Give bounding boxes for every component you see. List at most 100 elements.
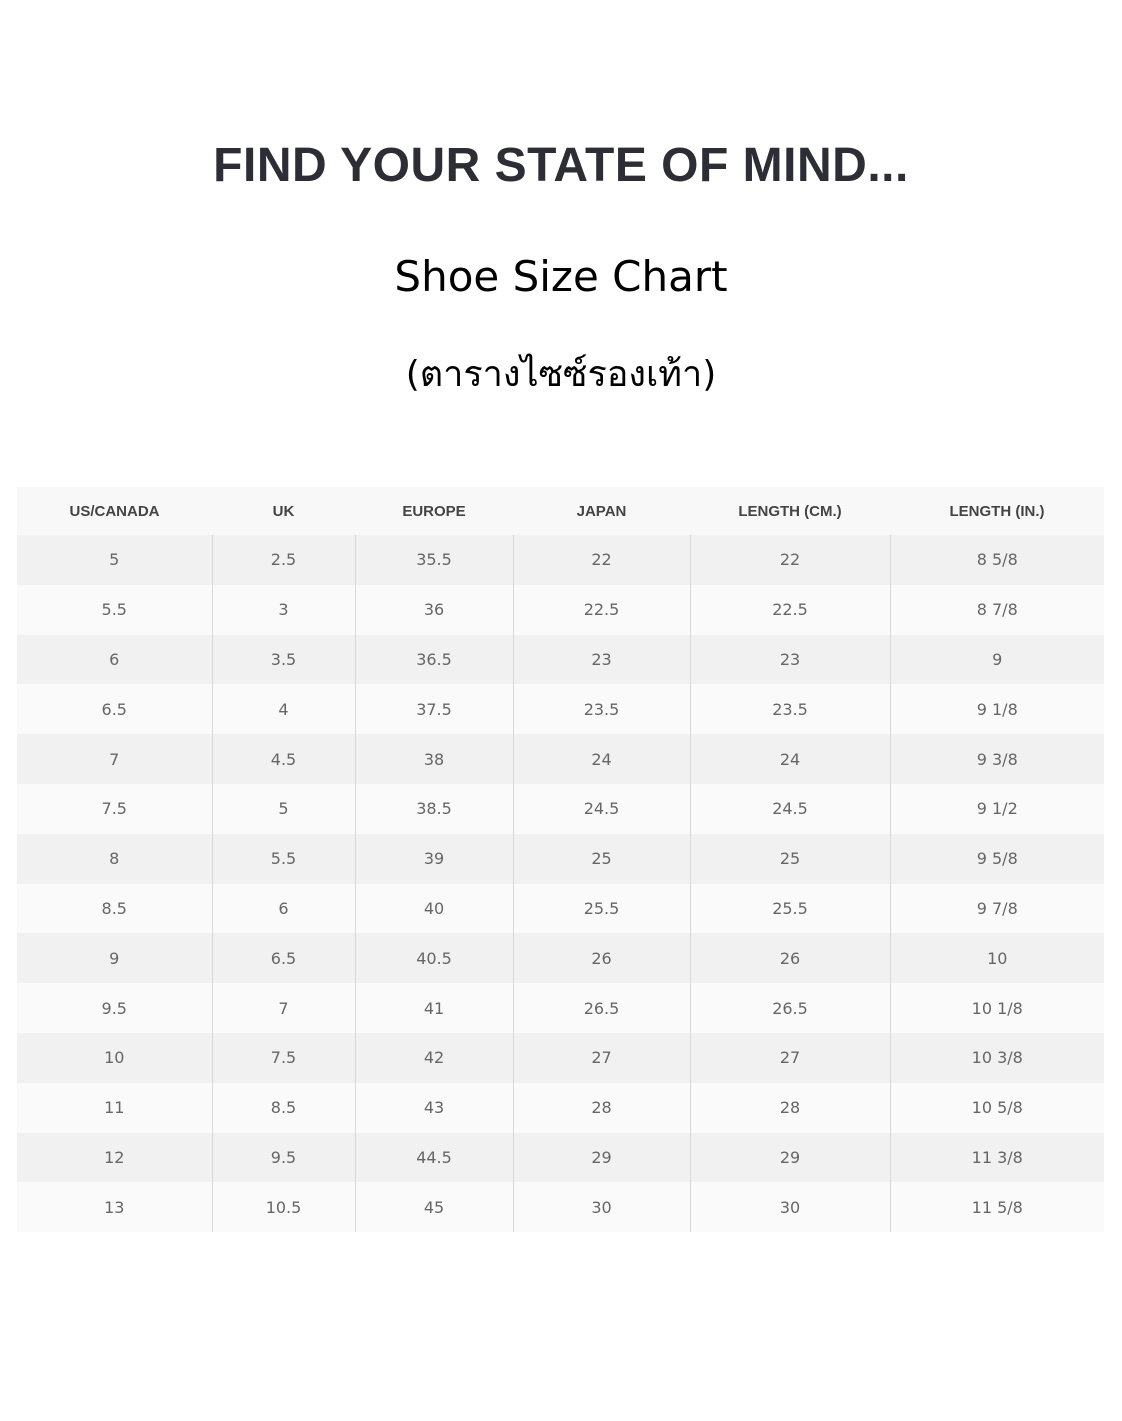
table-row: 9 6.5 40.5 26 26 10: [17, 933, 1104, 984]
cell-length-in: 8 5/8: [889, 535, 1104, 585]
table-row: 8.5 6 40 25.5 25.5 9 7/8: [17, 883, 1104, 934]
cell-uk: 8.5: [211, 1082, 355, 1133]
table-row: 12 9.5 44.5 29 29 11 3/8: [17, 1132, 1104, 1183]
cell-length-cm: 23: [689, 634, 890, 685]
table-row: 9.5 7 41 26.5 26.5 10 1/8: [17, 983, 1104, 1033]
cell-japan: 24: [512, 734, 690, 784]
cell-length-in: 11 5/8: [889, 1182, 1104, 1233]
table-row: 13 10.5 45 30 30 11 5/8: [17, 1182, 1104, 1233]
page-subtitle: (ตารางไซซ์รองเท้า): [405, 354, 717, 395]
cell-length-cm: 23.5: [689, 684, 890, 735]
cell-japan: 22.5: [512, 584, 690, 635]
cell-europe: 37.5: [354, 684, 513, 735]
cell-uk: 7: [211, 983, 355, 1033]
table-row: 8 5.5 39 25 25 9 5/8: [17, 833, 1104, 884]
cell-uk: 5: [211, 783, 355, 834]
cell-us-canada: 7.5: [17, 783, 212, 834]
cell-us-canada: 6.5: [17, 684, 212, 735]
cell-us-canada: 6: [17, 634, 212, 685]
cell-japan: 26.5: [512, 983, 690, 1033]
table-row: 10 7.5 42 27 27 10 3/8: [17, 1032, 1104, 1083]
cell-length-in: 11 3/8: [889, 1132, 1104, 1183]
cell-uk: 3: [211, 584, 355, 635]
cell-japan: 30: [512, 1182, 690, 1233]
cell-europe: 40: [354, 883, 513, 934]
cell-length-in: 10 5/8: [889, 1082, 1104, 1133]
cell-uk: 5.5: [211, 833, 355, 884]
cell-japan: 22: [512, 535, 690, 585]
cell-japan: 28: [512, 1082, 690, 1133]
cell-europe: 35.5: [354, 535, 513, 585]
cell-length-cm: 25.5: [689, 883, 890, 934]
cell-length-cm: 29: [689, 1132, 890, 1183]
cell-us-canada: 8: [17, 833, 212, 884]
cell-japan: 23.5: [512, 684, 690, 735]
cell-uk: 2.5: [211, 535, 355, 585]
cell-japan: 25.5: [512, 883, 690, 934]
cell-uk: 7.5: [211, 1032, 355, 1083]
cell-europe: 44.5: [354, 1132, 513, 1183]
cell-length-in: 9 7/8: [889, 883, 1104, 934]
cell-length-cm: 22: [689, 535, 890, 585]
header-japan: JAPAN: [513, 487, 690, 535]
cell-length-in: 10 3/8: [889, 1032, 1104, 1083]
table-row: 6.5 4 37.5 23.5 23.5 9 1/8: [17, 684, 1104, 735]
cell-europe: 39: [354, 833, 513, 884]
header-europe: EUROPE: [355, 487, 513, 535]
cell-us-canada: 9: [17, 933, 212, 984]
cell-length-in: 9 1/2: [889, 783, 1104, 834]
cell-length-cm: 26.5: [689, 983, 890, 1033]
cell-japan: 25: [512, 833, 690, 884]
cell-europe: 38: [354, 734, 513, 784]
cell-length-in: 9: [889, 634, 1104, 685]
cell-length-in: 10 1/8: [889, 983, 1104, 1033]
cell-length-in: 9 1/8: [889, 684, 1104, 735]
cell-length-in: 9 3/8: [889, 734, 1104, 784]
cell-europe: 36.5: [354, 634, 513, 685]
cell-length-in: 10: [889, 933, 1104, 984]
cell-us-canada: 5: [17, 535, 212, 585]
cell-europe: 36: [354, 584, 513, 635]
cell-japan: 26: [512, 933, 690, 984]
cell-japan: 29: [512, 1132, 690, 1183]
header-length-in: LENGTH (IN.): [890, 487, 1104, 535]
cell-us-canada: 10: [17, 1032, 212, 1083]
cell-us-canada: 13: [17, 1182, 212, 1233]
cell-japan: 24.5: [512, 783, 690, 834]
table-header-row: US/CANADA UK EUROPE JAPAN LENGTH (CM.) L…: [17, 487, 1104, 535]
page-title: Shoe Size Chart: [394, 252, 728, 301]
cell-uk: 3.5: [211, 634, 355, 685]
cell-europe: 41: [354, 983, 513, 1033]
header-us-canada: US/CANADA: [17, 487, 212, 535]
cell-length-in: 9 5/8: [889, 833, 1104, 884]
cell-length-cm: 30: [689, 1182, 890, 1233]
cell-length-cm: 24.5: [689, 783, 890, 834]
size-chart-table: US/CANADA UK EUROPE JAPAN LENGTH (CM.) L…: [17, 487, 1104, 1233]
cell-uk: 4: [211, 684, 355, 735]
cell-us-canada: 8.5: [17, 883, 212, 934]
cell-japan: 27: [512, 1032, 690, 1083]
table-row: 5 2.5 35.5 22 22 8 5/8: [17, 535, 1104, 585]
cell-us-canada: 11: [17, 1082, 212, 1133]
cell-us-canada: 5.5: [17, 584, 212, 635]
cell-japan: 23: [512, 634, 690, 685]
cell-length-cm: 26: [689, 933, 890, 984]
cell-uk: 6: [211, 883, 355, 934]
table-row: 6 3.5 36.5 23 23 9: [17, 634, 1104, 685]
cell-europe: 43: [354, 1082, 513, 1133]
header-uk: UK: [212, 487, 355, 535]
cell-uk: 10.5: [211, 1182, 355, 1233]
cell-length-cm: 25: [689, 833, 890, 884]
cell-us-canada: 7: [17, 734, 212, 784]
cell-us-canada: 9.5: [17, 983, 212, 1033]
cell-uk: 4.5: [211, 734, 355, 784]
table-row: 7 4.5 38 24 24 9 3/8: [17, 734, 1104, 784]
brand-heading: FIND YOUR STATE OF MIND...: [213, 139, 909, 192]
table-row: 11 8.5 43 28 28 10 5/8: [17, 1082, 1104, 1133]
cell-length-in: 8 7/8: [889, 584, 1104, 635]
cell-uk: 9.5: [211, 1132, 355, 1183]
table-row: 5.5 3 36 22.5 22.5 8 7/8: [17, 584, 1104, 635]
cell-uk: 6.5: [211, 933, 355, 984]
cell-europe: 42: [354, 1032, 513, 1083]
header-length-cm: LENGTH (CM.): [690, 487, 890, 535]
